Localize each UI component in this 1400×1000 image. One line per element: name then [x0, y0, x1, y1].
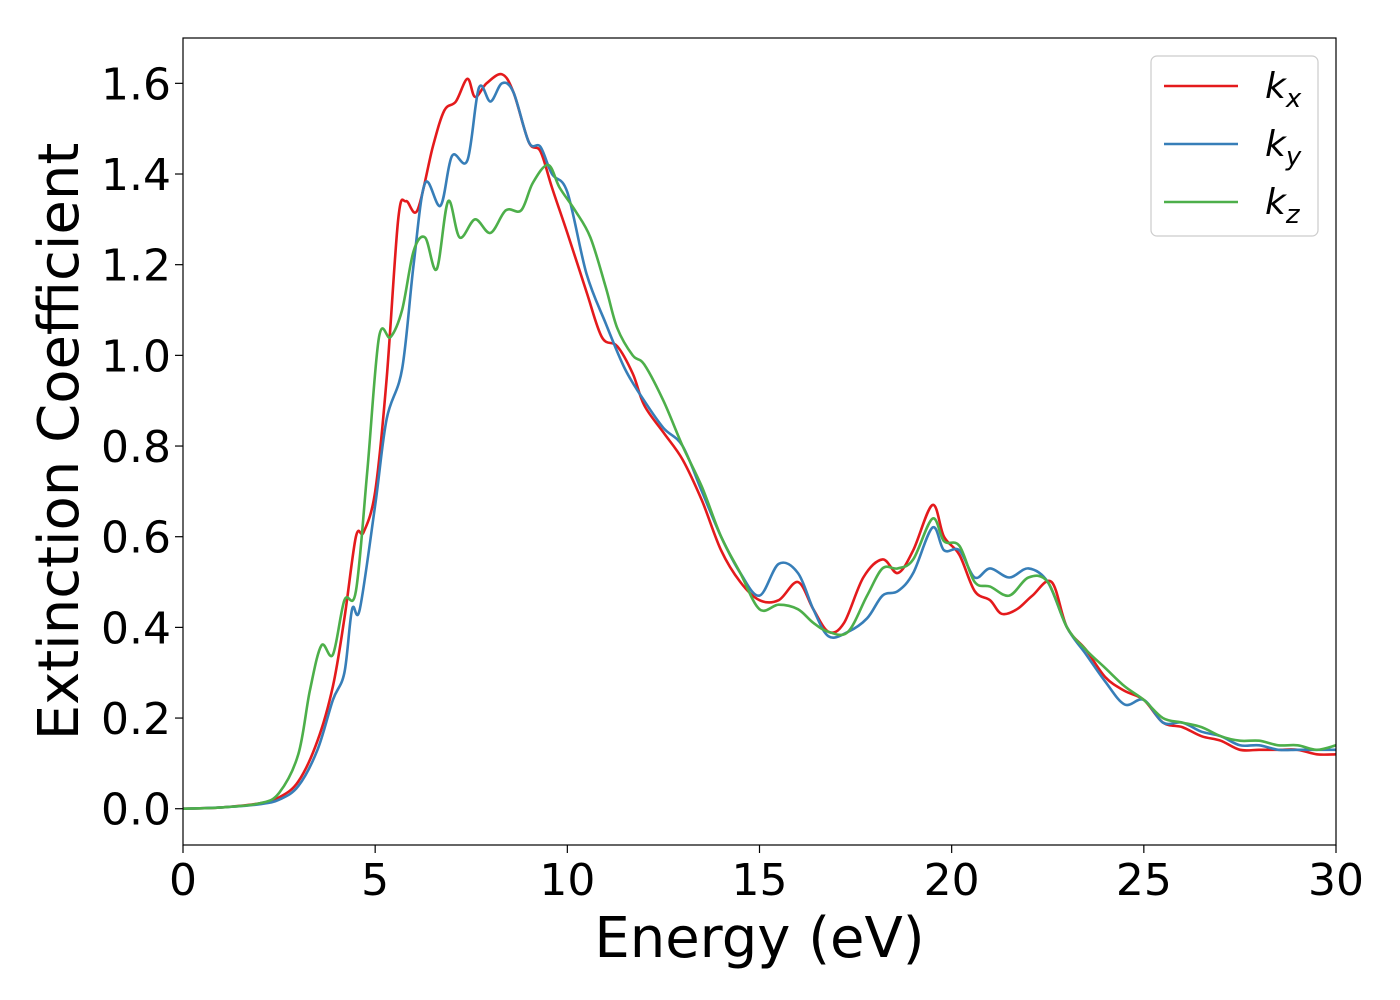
legend-box	[1150, 55, 1319, 237]
y-tick-label: 1.6	[101, 59, 171, 110]
x-tick-label: 20	[924, 855, 980, 906]
series-layer	[182, 72, 1337, 810]
x-tick-label: 0	[169, 855, 197, 906]
y-axis-label: Extinction Coefficient	[27, 143, 92, 741]
y-tick-label: 0.2	[101, 694, 171, 745]
x-tick-label: 25	[1116, 855, 1172, 906]
x-axis-ticks: 0 5 10 15 20 25 30	[169, 845, 1364, 906]
legend: kx ky kz	[1150, 55, 1319, 237]
series-line-k-x	[182, 72, 1337, 810]
x-tick-label: 15	[732, 855, 788, 906]
y-tick-label: 0.6	[101, 513, 171, 564]
x-tick-label: 5	[361, 855, 389, 906]
y-tick-label: 1.4	[101, 150, 171, 201]
x-tick-label: 30	[1308, 855, 1364, 906]
y-tick-label: 1.2	[101, 241, 171, 292]
y-tick-label: 1.0	[101, 331, 171, 382]
y-axis-ticks: 0.0 0.2 0.4 0.6 0.8 1.0 1.2 1.4 1.6	[101, 59, 183, 836]
x-axis-label: Energy (eV)	[594, 906, 924, 971]
y-tick-label: 0.4	[101, 603, 171, 654]
y-tick-label: 0.0	[101, 785, 171, 836]
legend-label-k-x: kx	[1265, 66, 1302, 114]
y-tick-label: 0.8	[101, 422, 171, 473]
legend-label-k-y: ky	[1265, 124, 1302, 172]
series-line-k-z	[182, 163, 1337, 810]
legend-label-k-z: kz	[1265, 182, 1301, 230]
x-tick-label: 10	[539, 855, 595, 906]
